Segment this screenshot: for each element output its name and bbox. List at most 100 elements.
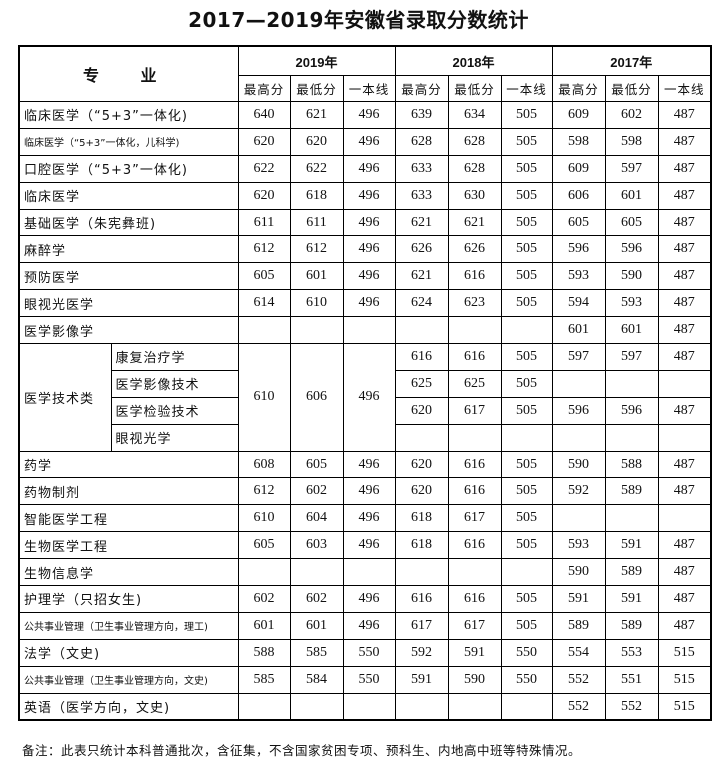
- subcol-header: 最高分: [551, 75, 606, 102]
- score-cell: 610: [237, 343, 291, 452]
- subcol-header: 一本线: [657, 75, 712, 102]
- major-name: 医学影像学: [18, 316, 239, 345]
- score-cell: [657, 504, 712, 533]
- score-cell: [237, 692, 291, 721]
- score-cell: 496: [342, 611, 396, 640]
- score-cell: 515: [657, 692, 712, 721]
- score-cell: 487: [657, 343, 712, 371]
- score-cell: 620: [237, 181, 291, 210]
- score-cell: 505: [500, 154, 553, 183]
- table-row: 药物制剂 612 602 496 620 616 505 592 589 487: [18, 477, 712, 506]
- score-cell: 552: [551, 665, 606, 694]
- table-row: 药学 608 605 496 620 616 505 590 588 487: [18, 450, 712, 479]
- score-cell: 505: [500, 127, 553, 156]
- score-cell: 611: [289, 208, 344, 237]
- score-cell: [500, 423, 553, 452]
- table-row: 医学检验技术 620 617 505 596 596 487: [19, 396, 712, 425]
- score-cell: 612: [237, 235, 291, 264]
- major-name: 眼视光学: [110, 423, 239, 452]
- score-cell: 605: [289, 450, 344, 479]
- major-name: 临床医学（“5+3”一体化): [18, 101, 239, 129]
- score-cell: [394, 423, 449, 452]
- score-cell: [604, 369, 659, 398]
- score-cell: 633: [394, 181, 449, 210]
- major-name: 临床医学: [18, 181, 239, 210]
- page-title: 2017—2019年安徽省录取分数统计: [188, 8, 529, 32]
- score-cell: 487: [657, 208, 712, 237]
- major-name: 医学影像技术: [110, 369, 239, 398]
- table-row: 英语（医学方向，文史) 552 552 515: [18, 692, 712, 721]
- score-cell: 505: [500, 235, 553, 264]
- score-cell: 611: [237, 208, 291, 237]
- score-cell: 592: [551, 477, 606, 506]
- table-row: 生物医学工程 605 603 496 618 616 505 593 591 487: [18, 531, 712, 560]
- score-cell: 601: [289, 611, 344, 640]
- score-cell: 590: [604, 262, 659, 291]
- score-cell: 496: [342, 289, 396, 318]
- score-cell: [604, 504, 659, 533]
- score-cell: 601: [604, 316, 659, 345]
- score-cell: 626: [394, 235, 449, 264]
- score-cell: 505: [500, 208, 553, 237]
- score-cell: 605: [237, 262, 291, 291]
- score-cell: 620: [394, 477, 449, 506]
- score-cell: 496: [342, 181, 396, 210]
- year-header-2017: 2017年: [551, 45, 712, 76]
- subcol-header: 最低分: [604, 75, 659, 102]
- score-cell: 622: [237, 154, 291, 183]
- score-cell: 487: [657, 262, 712, 291]
- major-name: 英语（医学方向，文史): [18, 692, 239, 721]
- score-cell: 622: [289, 154, 344, 183]
- score-cell: 505: [500, 531, 553, 560]
- score-cell: 584: [289, 665, 344, 694]
- score-cell: 487: [657, 585, 712, 613]
- table-row: 基础医学（朱宪彝班) 611 611 496 621 621 505 605 605 487: [18, 208, 712, 237]
- score-cell: 606: [289, 343, 344, 452]
- subcol-header: 一本线: [500, 75, 553, 102]
- major-name: 生物信息学: [18, 558, 239, 587]
- score-cell: 621: [394, 208, 449, 237]
- score-cell: 628: [394, 127, 449, 156]
- score-cell: [289, 692, 344, 721]
- score-cell: 617: [394, 611, 449, 640]
- table-row: 生物信息学 590 589 487: [18, 558, 712, 587]
- table-row: 眼视光学: [19, 423, 712, 452]
- score-cell: [551, 369, 606, 398]
- year-header-2018: 2018年: [394, 45, 553, 76]
- score-cell: 496: [342, 531, 396, 560]
- score-cell: 624: [394, 289, 449, 318]
- table-row: 预防医学 605 601 496 621 616 505 593 590 487: [18, 262, 712, 291]
- major-name: 麻醉学: [18, 235, 239, 264]
- score-cell: 590: [551, 450, 606, 479]
- major-name: 康复治疗学: [110, 343, 239, 371]
- score-cell: 496: [342, 235, 396, 264]
- score-cell: [500, 558, 553, 587]
- score-cell: 591: [447, 638, 502, 667]
- score-cell: 596: [551, 396, 606, 425]
- score-cell: 554: [551, 638, 606, 667]
- subcol-header: 最低分: [289, 75, 344, 102]
- score-cell: 603: [289, 531, 344, 560]
- score-cell: 487: [657, 127, 712, 156]
- score-cell: 597: [551, 343, 606, 371]
- table-row: 医学影像技术 625 625 505: [19, 369, 712, 398]
- score-cell: 487: [657, 477, 712, 506]
- score-cell: [342, 692, 396, 721]
- table-row: 护理学（只招女生) 602 602 496 616 616 505 591 591 487: [18, 585, 712, 613]
- score-cell: 616: [394, 343, 449, 371]
- score-cell: 593: [551, 262, 606, 291]
- score-cell: 550: [500, 665, 553, 694]
- score-cell: 590: [551, 558, 606, 587]
- score-cell: 487: [657, 531, 712, 560]
- score-cell: 616: [447, 477, 502, 506]
- major-name: 基础医学（朱宪彝班): [18, 208, 239, 237]
- score-cell: 591: [604, 531, 659, 560]
- major-name: 生物医学工程: [18, 531, 239, 560]
- score-cell: 487: [657, 450, 712, 479]
- score-cell: [551, 423, 606, 452]
- score-cell: 639: [394, 101, 449, 129]
- score-cell: 616: [447, 531, 502, 560]
- score-cell: 634: [447, 101, 502, 129]
- score-cell: 597: [604, 343, 659, 371]
- score-cell: [447, 423, 502, 452]
